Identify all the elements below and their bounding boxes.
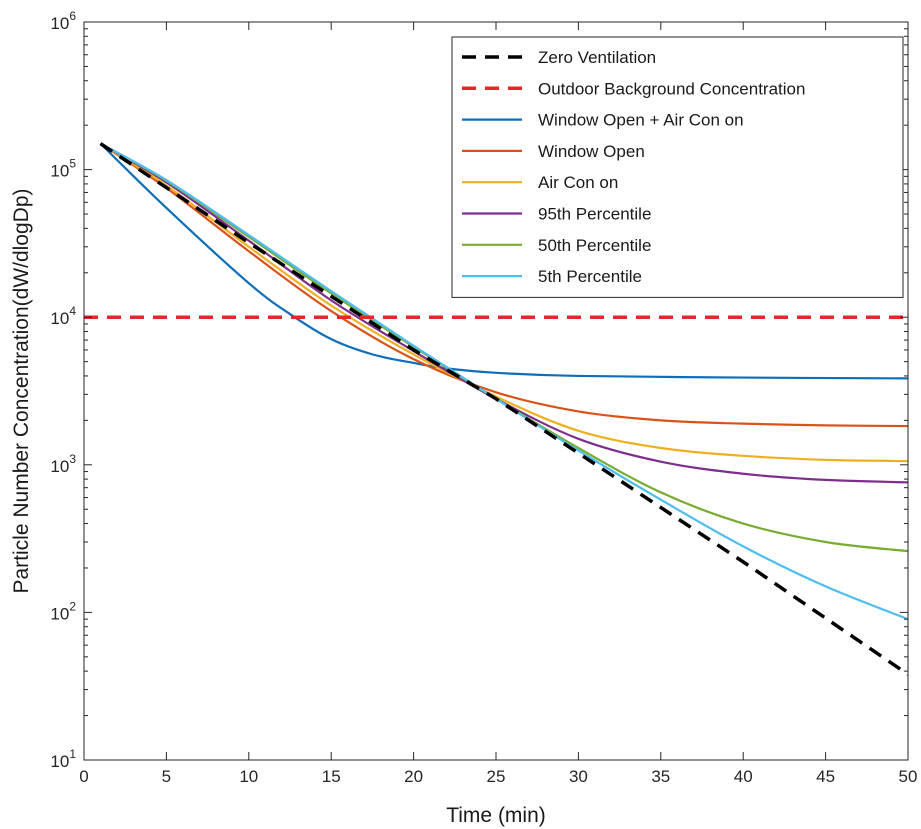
x-tick-label: 40 (734, 767, 753, 786)
legend-label-air-con-on: Air Con on (538, 173, 618, 192)
legend-label-50th-percentile: 50th Percentile (538, 236, 651, 255)
axes: 0 5 10 15 20 25 30 35 40 45 50 101 102 103 104 105 106 (50, 9, 917, 786)
series-line-window-open-air-con-on (99, 142, 908, 380)
legend-label-window-open-air-con-on: Window Open + Air Con on (538, 111, 744, 130)
x-tick-label: 35 (651, 767, 670, 786)
series-line-zero-ventilation (99, 142, 908, 676)
x-tick-label: 15 (322, 767, 341, 786)
x-tick-label: 45 (816, 767, 835, 786)
x-tick-label: 0 (79, 767, 88, 786)
legend-label-5th-percentile: 5th Percentile (538, 267, 642, 286)
x-axis-title: Time (min) (446, 804, 546, 827)
x-tick-label: 5 (162, 767, 171, 786)
legend-box (451, 36, 904, 298)
y-tick-label: 101 (50, 747, 76, 771)
x-tick-label: 25 (487, 767, 506, 786)
x-tick-label: 30 (569, 767, 588, 786)
x-tick-label: 10 (239, 767, 258, 786)
y-tick-label: 104 (50, 304, 76, 328)
y-tick-label: 106 (50, 9, 76, 33)
y-tick-label: 105 (50, 157, 76, 181)
legend-label-95th-percentile: 95th Percentile (538, 205, 651, 224)
legend-label-window-open: Window Open (538, 142, 645, 161)
y-axis-title: Particle Number Concentration(dW/dlogDp) (10, 189, 33, 594)
legend: Zero Ventilation Outdoor Background Conce… (451, 36, 904, 298)
x-tick-label: 50 (899, 767, 918, 786)
x-tick-label: 20 (404, 767, 423, 786)
y-tick-label: 102 (50, 599, 76, 623)
series-line-window-open (99, 142, 908, 428)
y-tick-label: 103 (50, 452, 76, 476)
legend-label-zero-ventilation: Zero Ventilation (538, 48, 656, 67)
legend-label-outdoor-background-concentration: Outdoor Background Concentration (538, 79, 805, 98)
series-lines (84, 142, 908, 676)
series-line-air-con-on (99, 142, 908, 463)
